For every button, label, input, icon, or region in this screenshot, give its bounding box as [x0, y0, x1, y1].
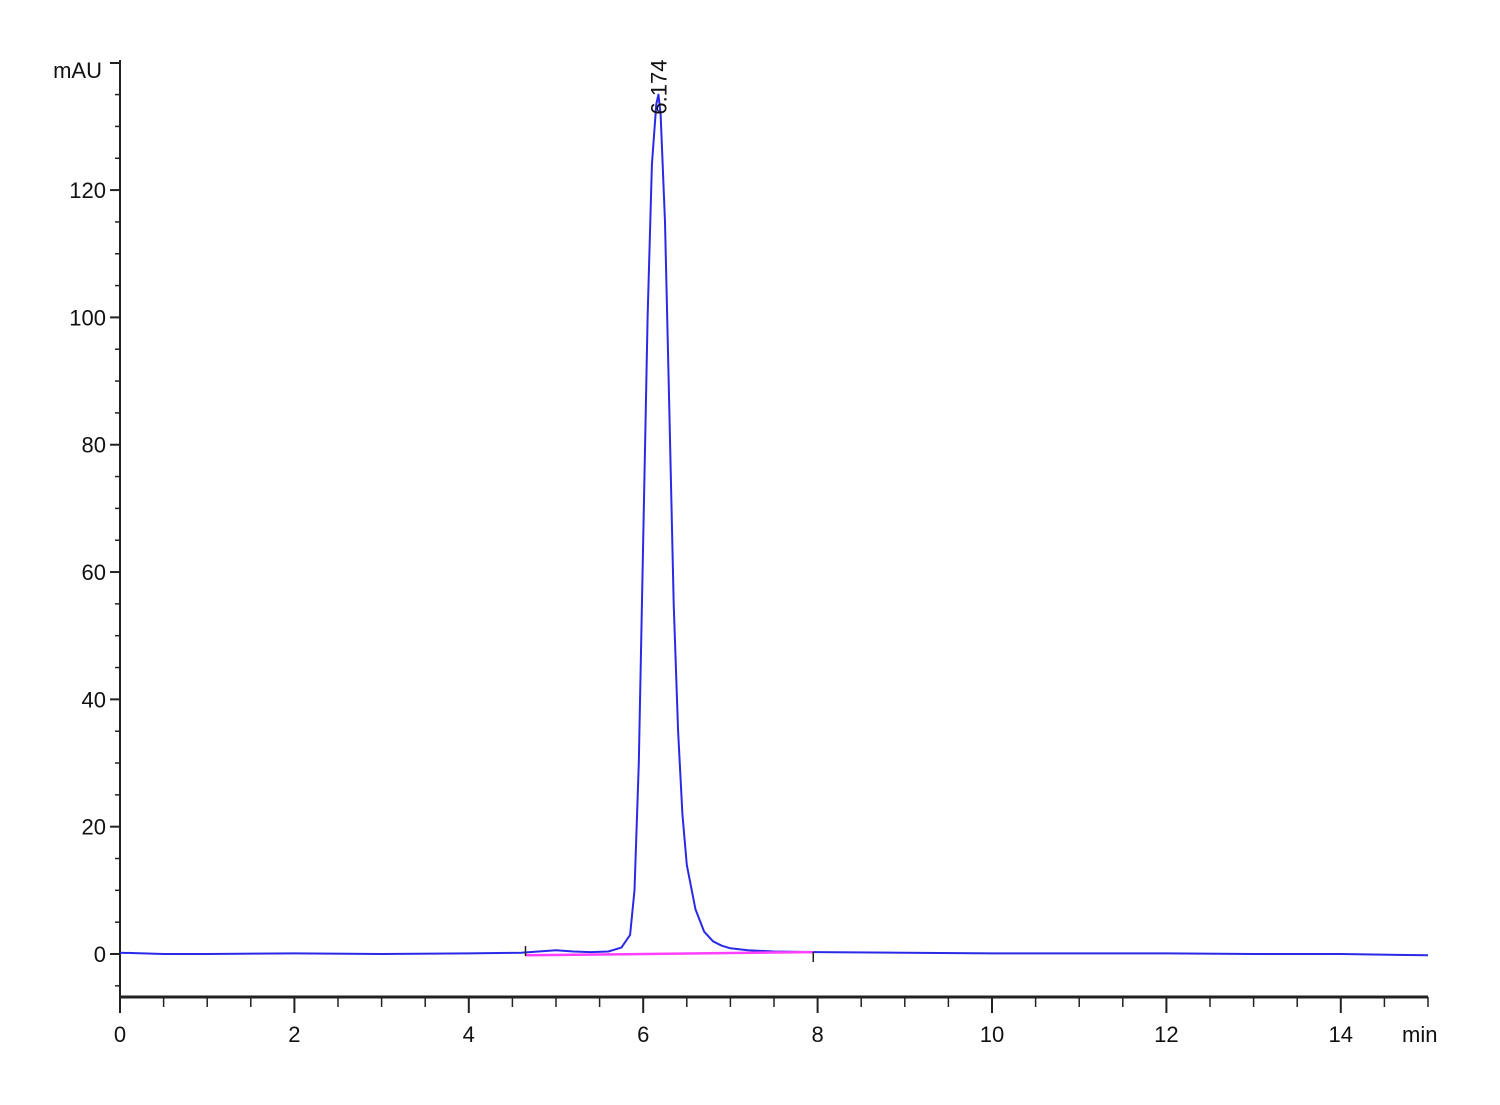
x-tick-label: 6 [637, 1022, 649, 1047]
x-tick-label: 8 [811, 1022, 823, 1047]
y-axis-unit-label: mAU [53, 58, 102, 83]
x-tick-label: 4 [463, 1022, 475, 1047]
x-axis: 0 2 4 6 8 10 12 14 [114, 995, 1429, 1047]
x-axis-unit-label: min [1402, 1022, 1437, 1047]
y-tick-label: 20 [82, 815, 106, 840]
y-tick-label: 120 [69, 178, 106, 203]
y-axis: 0 20 40 60 80 100 120 [69, 60, 121, 997]
integration-baseline [525, 950, 814, 957]
x-tick-label: 2 [288, 1022, 300, 1047]
y-tick-label: 100 [69, 305, 106, 330]
x-tick-label: 10 [980, 1022, 1004, 1047]
x-tick-label: 12 [1154, 1022, 1178, 1047]
chromatogram-trace [119, 93, 1429, 957]
peak-retention-label: 6.174 [646, 60, 671, 115]
plot-area: 6.174 [119, 60, 1429, 962]
y-tick-label: 80 [82, 433, 106, 458]
y-tick-label: 40 [82, 687, 106, 712]
y-tick-label: 60 [82, 560, 106, 585]
x-tick-label: 14 [1329, 1022, 1353, 1047]
x-tick-label: 0 [114, 1022, 126, 1047]
y-tick-label: 0 [94, 942, 106, 967]
